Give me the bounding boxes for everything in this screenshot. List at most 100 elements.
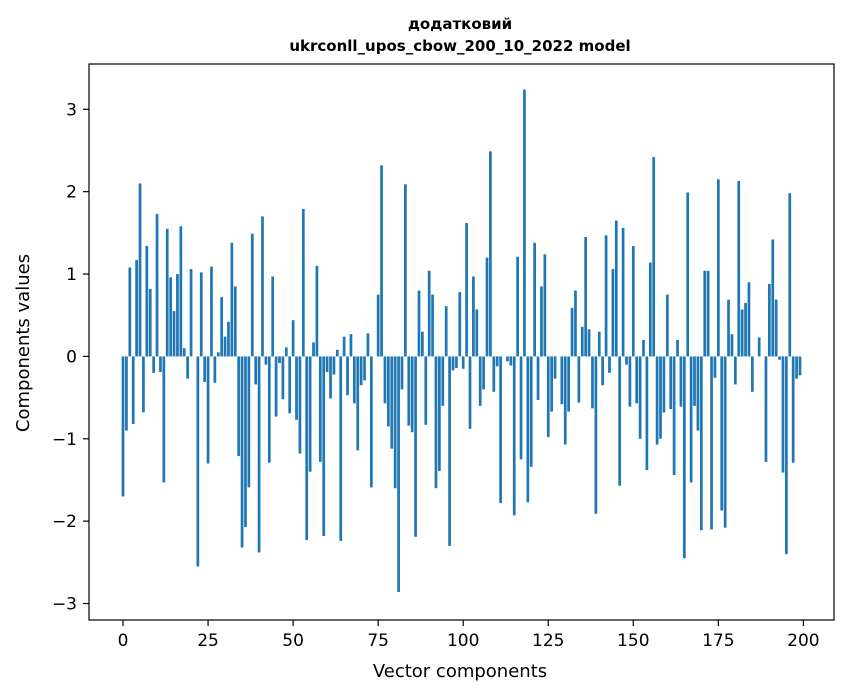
bar bbox=[642, 339, 645, 357]
bar bbox=[553, 356, 557, 379]
bar bbox=[223, 336, 227, 357]
bar bbox=[380, 165, 383, 357]
y-tick-label: 2 bbox=[66, 183, 77, 203]
bar bbox=[444, 306, 448, 357]
bar bbox=[421, 331, 424, 357]
bar bbox=[788, 193, 792, 357]
bar bbox=[597, 331, 601, 357]
bar bbox=[233, 286, 237, 357]
bar bbox=[713, 356, 717, 378]
bar bbox=[475, 309, 479, 357]
bar bbox=[699, 356, 703, 531]
bar bbox=[652, 157, 656, 357]
bar bbox=[318, 356, 322, 462]
bar bbox=[237, 356, 241, 457]
bar bbox=[696, 356, 700, 431]
bar bbox=[492, 356, 496, 392]
bar bbox=[662, 356, 666, 413]
bar bbox=[335, 349, 339, 357]
bar bbox=[499, 356, 502, 504]
bar bbox=[213, 356, 217, 383]
y-tick-label: −2 bbox=[52, 512, 77, 532]
bar bbox=[308, 356, 312, 472]
bar bbox=[614, 220, 618, 357]
bar bbox=[580, 326, 584, 357]
bar bbox=[244, 356, 247, 527]
bar bbox=[611, 269, 615, 357]
bar bbox=[458, 292, 462, 357]
bar bbox=[472, 276, 475, 357]
bar bbox=[706, 270, 710, 357]
y-axis-label: Components values bbox=[13, 254, 34, 432]
bar bbox=[461, 356, 465, 369]
bar bbox=[791, 356, 795, 463]
bar bbox=[468, 356, 472, 429]
bar bbox=[254, 356, 258, 385]
bar bbox=[727, 299, 730, 357]
bar bbox=[264, 356, 268, 365]
bar bbox=[298, 356, 302, 454]
bar bbox=[172, 311, 176, 357]
bar bbox=[659, 356, 662, 439]
bar bbox=[560, 356, 564, 405]
bar bbox=[764, 356, 768, 462]
bar bbox=[257, 356, 261, 553]
bar bbox=[417, 290, 421, 357]
bar bbox=[526, 356, 530, 503]
bar bbox=[295, 356, 298, 420]
bar bbox=[135, 260, 138, 357]
x-axis-ticks: 0 25 50 75 100 125 150 175 200 bbox=[118, 620, 820, 651]
bar bbox=[281, 356, 285, 400]
bar bbox=[638, 356, 642, 439]
bar bbox=[536, 356, 540, 401]
bar bbox=[750, 356, 754, 392]
bar bbox=[210, 266, 213, 357]
bar bbox=[142, 356, 145, 413]
bar bbox=[529, 356, 533, 467]
bar bbox=[543, 254, 547, 357]
bar bbox=[250, 233, 254, 357]
bar bbox=[679, 356, 683, 407]
bar bbox=[159, 356, 162, 373]
bar bbox=[781, 356, 785, 473]
bar bbox=[179, 226, 183, 357]
bar bbox=[567, 356, 571, 412]
bar bbox=[342, 336, 346, 357]
bar bbox=[162, 356, 166, 483]
bar bbox=[771, 239, 775, 357]
bar bbox=[608, 356, 611, 373]
bar bbox=[686, 192, 690, 357]
y-tick-label: 0 bbox=[66, 347, 77, 367]
bar bbox=[540, 286, 543, 357]
bar bbox=[305, 356, 309, 541]
bar bbox=[523, 89, 526, 357]
bar bbox=[206, 356, 210, 464]
bar bbox=[438, 356, 441, 471]
bar bbox=[349, 334, 353, 357]
bar bbox=[203, 356, 207, 382]
bar bbox=[519, 356, 523, 460]
bar bbox=[676, 339, 679, 357]
bar bbox=[138, 183, 142, 357]
plot-frame bbox=[88, 63, 835, 621]
bar bbox=[322, 356, 326, 536]
bar bbox=[125, 356, 128, 431]
bar bbox=[512, 356, 516, 516]
bar bbox=[189, 269, 193, 357]
bar bbox=[271, 276, 275, 357]
bar bbox=[329, 356, 332, 399]
x-tick-label: 50 bbox=[282, 631, 304, 651]
bar bbox=[369, 356, 373, 488]
bar bbox=[768, 283, 771, 357]
bar bbox=[723, 356, 727, 528]
bar bbox=[757, 337, 761, 357]
bar bbox=[604, 235, 608, 357]
bar bbox=[383, 356, 387, 404]
bar bbox=[509, 356, 513, 366]
bar bbox=[631, 246, 635, 357]
bar bbox=[434, 356, 438, 489]
bar bbox=[240, 356, 244, 548]
bar bbox=[730, 334, 734, 357]
